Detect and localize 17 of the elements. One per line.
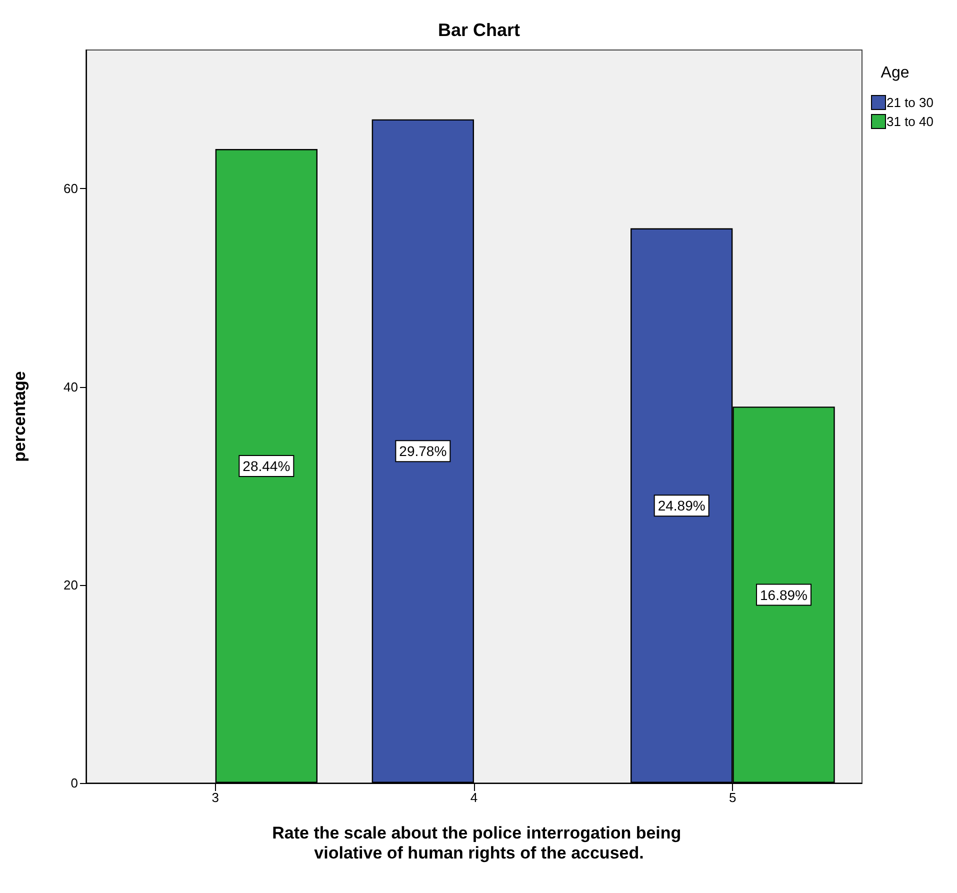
x-tick-label: 5 <box>729 790 736 805</box>
x-tick-label: 4 <box>470 790 478 805</box>
y-tick-label: 0 <box>70 776 78 790</box>
annotation: 28.44% <box>242 458 290 474</box>
legend-title: Age <box>880 64 910 82</box>
x-axis-title: Rate the scale about the police interrogation being violative of human rights of the accused. <box>272 824 686 862</box>
annotation: 24.89% <box>658 498 706 514</box>
y-tick-label: 40 <box>64 379 78 394</box>
x-tick-label: 3 <box>212 790 219 805</box>
annotation: 29.78% <box>399 443 447 460</box>
legend-label: 31 to 40 <box>886 114 934 129</box>
legend-label: 21 to 30 <box>886 95 934 110</box>
y-axis-title: percentage <box>10 371 29 462</box>
y-tick-label: 60 <box>64 181 78 196</box>
annotation: 16.89% <box>760 586 808 603</box>
chart-title: Bar Chart <box>438 20 520 40</box>
y-tick-label: 20 <box>64 577 78 592</box>
